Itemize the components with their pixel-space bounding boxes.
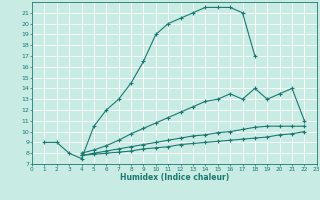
X-axis label: Humidex (Indice chaleur): Humidex (Indice chaleur) xyxy=(120,173,229,182)
